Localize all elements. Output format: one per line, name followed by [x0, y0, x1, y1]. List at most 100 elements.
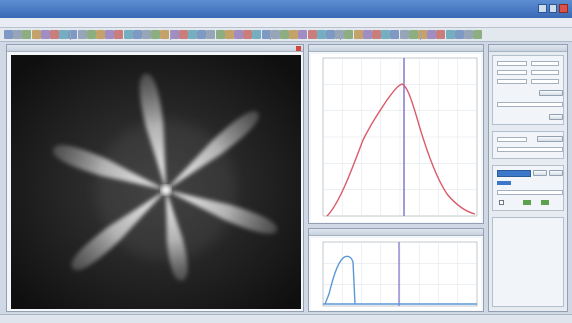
channel-group — [492, 165, 564, 211]
toolbar-icon[interactable] — [344, 30, 354, 39]
toolbar-icon[interactable] — [22, 30, 32, 39]
toolbar-icon[interactable] — [261, 30, 271, 39]
settings-field-4[interactable] — [531, 70, 559, 75]
window-controls — [538, 4, 569, 13]
toolbar-icon[interactable] — [473, 30, 483, 39]
toolbar-icon[interactable] — [436, 30, 446, 39]
toolbar-icon[interactable] — [59, 30, 69, 39]
settings-field-3[interactable] — [497, 70, 527, 75]
settings-small-button[interactable] — [549, 114, 563, 120]
toolbar-icon[interactable] — [142, 30, 151, 39]
channel-field[interactable] — [497, 190, 563, 195]
channel-tab-3[interactable] — [549, 170, 563, 176]
channel-tab-active[interactable] — [497, 170, 531, 177]
toolbar-icon[interactable] — [188, 30, 197, 39]
maximize-button[interactable] — [548, 4, 558, 13]
toolbar-separator — [170, 30, 171, 40]
toolbar-icon[interactable] — [390, 30, 400, 39]
toolbar-icon[interactable] — [353, 30, 363, 39]
toolbar-icon[interactable] — [234, 30, 243, 39]
toolbar-icon[interactable] — [298, 30, 308, 39]
toolbar-icon[interactable] — [335, 30, 345, 39]
star-arm — [53, 145, 166, 190]
toolbar-icon[interactable] — [206, 30, 216, 39]
toolbar-icon[interactable] — [316, 30, 326, 39]
settings-field-1[interactable] — [497, 61, 527, 66]
toolbar-icon[interactable] — [418, 30, 427, 39]
range-button[interactable] — [537, 136, 563, 142]
toolbar-icon[interactable] — [427, 30, 437, 39]
toolbar-icon[interactable] — [243, 30, 253, 39]
toolbar-icon[interactable] — [270, 30, 280, 39]
toolbar-separator — [340, 30, 341, 40]
toolbar-icon[interactable] — [307, 30, 317, 39]
range-field-2[interactable] — [497, 147, 563, 152]
toolbar-icon[interactable] — [151, 30, 161, 39]
toolbar-icon[interactable] — [399, 30, 409, 39]
toolbar-icon[interactable] — [326, 30, 335, 39]
toolbar-icon[interactable] — [86, 30, 96, 39]
plot-top-canvas[interactable] — [311, 54, 481, 222]
toolbar-icon[interactable] — [252, 30, 262, 39]
toolbar-icon[interactable] — [464, 30, 473, 39]
star-center — [161, 185, 171, 195]
close-button[interactable] — [559, 4, 569, 13]
settings-apply-button[interactable] — [539, 90, 563, 96]
toolbar-icon[interactable] — [68, 30, 78, 39]
toolbar-separator — [70, 30, 71, 40]
toolbar-icon[interactable] — [381, 30, 391, 39]
toolbar-icon[interactable] — [372, 30, 381, 39]
channel-checkbox-1[interactable] — [499, 200, 504, 205]
channel-status-green-icon — [523, 200, 531, 205]
toolbar-icon[interactable] — [169, 30, 179, 39]
toolbar-icon[interactable] — [224, 30, 234, 39]
toolbar-icon[interactable] — [215, 30, 225, 39]
profile-plot-bottom — [308, 228, 484, 312]
settings-group — [492, 55, 564, 125]
toolbar-icon[interactable] — [408, 30, 418, 39]
toolbar-icon[interactable] — [123, 30, 133, 39]
settings-field-6[interactable] — [531, 79, 559, 84]
window-titlebar — [0, 0, 572, 18]
range-group — [492, 131, 564, 159]
settings-field-2[interactable] — [531, 61, 559, 66]
toolbar-separator — [270, 30, 271, 40]
toolbar-icon[interactable] — [50, 30, 59, 39]
lower-group — [492, 217, 564, 307]
toolbar-icon[interactable] — [197, 30, 207, 39]
plot-top-curve — [326, 83, 476, 217]
channel-tab-2[interactable] — [533, 170, 547, 176]
status-bar — [0, 314, 572, 323]
toolbar-icon[interactable] — [4, 30, 13, 39]
toolbar-icon[interactable] — [96, 30, 105, 39]
toolbar-icon[interactable] — [132, 30, 142, 39]
toolbar-icon[interactable] — [105, 30, 115, 39]
plot-bottom-header — [309, 229, 483, 236]
channel-color-swatch — [497, 181, 511, 185]
minimize-button[interactable] — [538, 4, 547, 13]
toolbar-icon[interactable] — [280, 30, 289, 39]
toolbar-icon[interactable] — [31, 30, 41, 39]
toolbar-icon[interactable] — [77, 30, 87, 39]
settings-field-7[interactable] — [497, 102, 563, 107]
toolbar-icon[interactable] — [454, 30, 464, 39]
plot-bottom-canvas[interactable] — [311, 238, 481, 310]
toolbar-icon[interactable] — [160, 30, 170, 39]
toolbar-icon[interactable] — [178, 30, 188, 39]
range-field-1[interactable] — [497, 137, 527, 142]
toolbar-icon[interactable] — [114, 30, 124, 39]
channel-status-green-icon-2 — [541, 200, 549, 205]
toolbar-icon[interactable] — [40, 30, 50, 39]
control-panel — [488, 44, 568, 312]
toolbar-icon[interactable] — [289, 30, 299, 39]
toolbar — [0, 28, 572, 42]
viewer-close-icon[interactable] — [296, 46, 301, 51]
toolbar-icon[interactable] — [445, 30, 455, 39]
microscope-image[interactable] — [11, 55, 301, 309]
toolbar-icon[interactable] — [362, 30, 372, 39]
plot-top-header — [309, 45, 483, 52]
settings-field-5[interactable] — [497, 79, 527, 84]
star-arm — [166, 190, 188, 281]
toolbar-icon[interactable] — [13, 30, 23, 39]
profile-plot-top — [308, 44, 484, 224]
